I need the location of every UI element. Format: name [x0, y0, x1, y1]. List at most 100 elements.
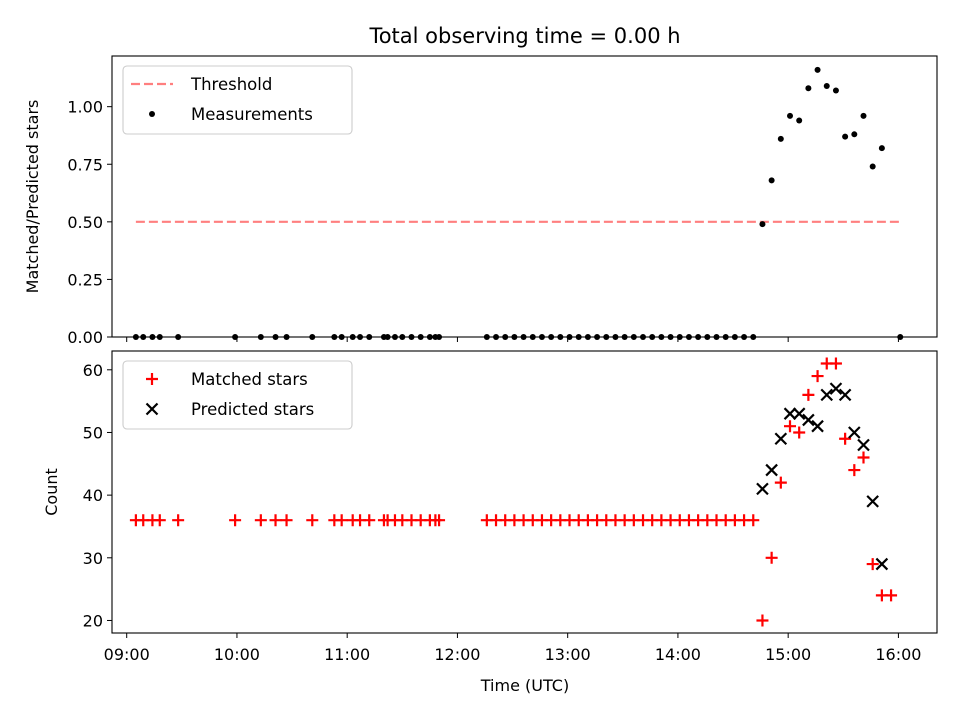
data-point — [621, 334, 628, 340]
data-point — [676, 334, 683, 340]
data-point — [869, 163, 876, 170]
data-point — [363, 514, 376, 527]
data-point — [384, 334, 391, 340]
y-tick-label: 0.25 — [67, 270, 103, 289]
legend-handle — [146, 373, 158, 385]
data-point — [814, 66, 821, 73]
data-point — [805, 85, 812, 92]
y-axis-title: Matched/Predicted stars — [23, 100, 42, 294]
data-point — [511, 334, 518, 340]
data-point — [306, 514, 319, 527]
data-point — [357, 334, 364, 340]
x-tick-label: 12:00 — [434, 645, 480, 664]
legend-box — [122, 65, 353, 135]
data-point — [272, 334, 279, 340]
data-point — [802, 388, 815, 401]
data-point — [436, 334, 443, 340]
legend-label: Predicted stars — [191, 400, 314, 419]
data-point — [823, 82, 830, 89]
data-point — [254, 514, 267, 527]
data-point — [172, 514, 185, 527]
data-point — [283, 334, 290, 340]
data-point — [765, 551, 778, 564]
data-point — [538, 334, 545, 340]
data-point — [640, 334, 647, 340]
data-point — [612, 334, 619, 340]
data-point — [417, 334, 424, 340]
data-point — [722, 334, 729, 340]
data-point — [857, 451, 870, 464]
data-point — [658, 334, 665, 340]
data-point — [765, 463, 778, 477]
x-tick-label: 11:00 — [324, 645, 370, 664]
data-point — [838, 388, 852, 402]
y-tick-label: 0.75 — [67, 155, 103, 174]
data-point — [756, 482, 769, 496]
data-point — [897, 334, 904, 340]
data-point — [630, 334, 637, 340]
data-point — [851, 131, 858, 138]
data-point — [520, 334, 527, 340]
x-tick-label: 13:00 — [545, 645, 591, 664]
data-point — [483, 334, 490, 340]
data-point — [426, 334, 433, 340]
data-point — [257, 334, 264, 340]
data-point — [713, 334, 720, 340]
data-point — [857, 438, 870, 452]
y-tick-label: 1.00 — [67, 98, 103, 117]
series-measurements — [132, 66, 904, 340]
data-point — [349, 334, 356, 340]
y-tick-label: 50 — [83, 423, 103, 442]
y-tick-label: 0.50 — [67, 213, 103, 232]
data-point — [848, 426, 861, 439]
legend: Threshold Measurements — [122, 65, 353, 135]
upper-panel: 0.00 0.25 0.50 0.75 1.00 Matched/Predicted st… — [23, 55, 938, 347]
data-point — [229, 514, 242, 527]
legend-box — [122, 360, 353, 430]
data-point — [493, 334, 500, 340]
legend-label: Matched stars — [191, 370, 308, 389]
data-point — [787, 112, 794, 119]
data-point — [335, 514, 348, 527]
data-point — [731, 334, 738, 340]
data-point — [792, 407, 806, 420]
data-point — [529, 334, 536, 340]
data-point — [667, 334, 674, 340]
data-point — [502, 334, 509, 340]
data-point — [331, 334, 338, 340]
series-matched-stars — [129, 357, 898, 627]
series-predicted-stars — [756, 382, 889, 571]
data-point — [777, 135, 784, 142]
data-point — [768, 177, 775, 184]
y-tick-label: 20 — [83, 611, 103, 630]
data-point — [811, 370, 824, 383]
x-tick-label: 14:00 — [655, 645, 701, 664]
data-point — [338, 334, 345, 340]
data-point — [866, 495, 879, 508]
data-point — [885, 589, 898, 602]
data-point — [796, 117, 803, 124]
data-point — [153, 514, 166, 527]
data-point — [685, 334, 692, 340]
data-point — [557, 334, 564, 340]
data-point — [603, 334, 610, 340]
data-point — [548, 334, 555, 340]
chart-title: Total observing time = 0.00 h — [368, 24, 680, 48]
data-point — [309, 334, 316, 340]
data-point — [774, 476, 787, 489]
x-tick-label: 09:00 — [104, 645, 150, 664]
data-point — [820, 388, 834, 402]
legend-label: Measurements — [191, 105, 313, 124]
data-point — [366, 334, 373, 340]
x-axis-title: Time (UTC) — [480, 676, 569, 695]
data-point — [829, 382, 843, 395]
data-point — [566, 334, 573, 340]
data-point — [649, 334, 656, 340]
y-axis-title: Count — [42, 468, 61, 516]
data-point — [575, 334, 582, 340]
data-point — [759, 221, 766, 228]
x-tick-label: 16:00 — [875, 645, 921, 664]
legend: Matched stars Predicted stars — [122, 360, 353, 430]
data-point — [433, 514, 446, 527]
data-point — [756, 614, 769, 627]
